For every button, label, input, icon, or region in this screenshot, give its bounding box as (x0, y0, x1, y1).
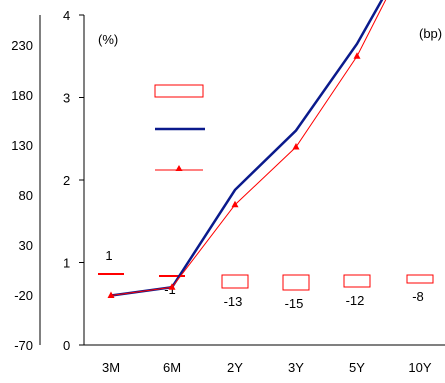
series-marker (231, 200, 239, 208)
right-axis-label: (bp) (419, 26, 442, 41)
x-tick-label: 10Y (408, 360, 431, 375)
x-tick-label: 3Y (288, 360, 304, 375)
left-tick-label: 0 (63, 338, 70, 353)
spread-bar (282, 274, 310, 291)
x-tick-label: 6M (163, 360, 181, 375)
legend-swatch-triangle (175, 165, 183, 171)
series-lines (107, 0, 387, 298)
spread-bar-label: 1 (105, 248, 112, 263)
x-axis-ticks: 3M 6M 2Y 3Y 5Y 10Y (102, 360, 432, 375)
spread-bar-label: -13 (224, 294, 243, 309)
spread-bar-label: -15 (285, 296, 304, 311)
series-marker (168, 283, 176, 290)
left-axis-ticks: 0 1 2 3 4 (63, 8, 84, 353)
series-marker (353, 52, 361, 59)
series-line (110, 0, 384, 297)
spread-bars: 1-1-13-15-12-8 (98, 248, 434, 311)
x-tick-label: 5Y (349, 360, 365, 375)
series-marker (292, 143, 300, 150)
right-axis-ticks: -70 -20 30 80 130 180 230 (11, 38, 33, 353)
spread-bar (221, 274, 249, 289)
right-tick-label: 180 (11, 88, 33, 103)
left-tick-label: 2 (63, 173, 70, 188)
series-line (110, 0, 387, 296)
right-tick-label: 30 (19, 238, 33, 253)
left-tick-label: 4 (63, 8, 70, 23)
legend-swatch-bar (154, 84, 204, 98)
legend (154, 84, 205, 171)
spread-bar (406, 274, 434, 284)
left-tick-label: 1 (63, 256, 70, 271)
left-tick-label: 3 (63, 91, 70, 106)
spread-bar (343, 274, 371, 288)
spread-bar-label: -8 (412, 289, 424, 304)
right-tick-label: 130 (11, 138, 33, 153)
series-marker (107, 291, 115, 298)
left-axis-label: (%) (98, 32, 118, 47)
right-tick-label: -20 (14, 288, 33, 303)
right-tick-label: 80 (19, 188, 33, 203)
right-tick-label: 230 (11, 38, 33, 53)
x-tick-label: 2Y (227, 360, 243, 375)
x-tick-label: 3M (102, 360, 120, 375)
right-tick-label: -70 (14, 338, 33, 353)
spread-bar-label: -12 (346, 293, 365, 308)
